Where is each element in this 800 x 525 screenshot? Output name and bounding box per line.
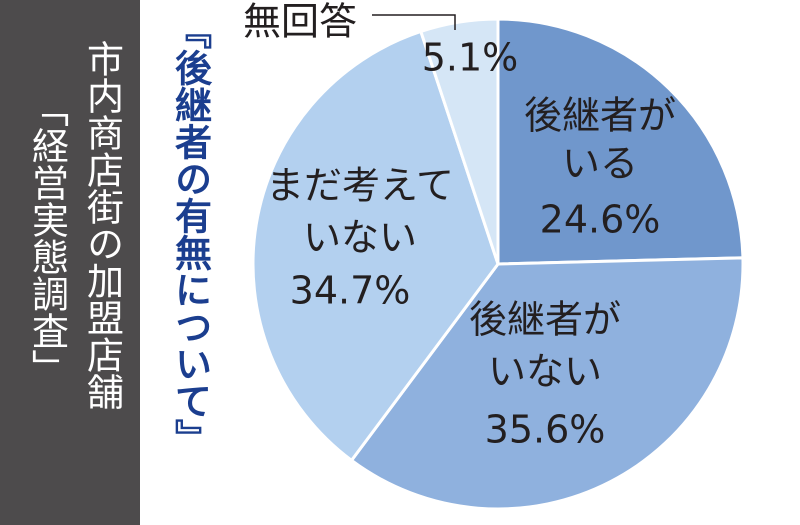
slice-label: 後継者が	[524, 94, 676, 138]
side-caption: 市内商店街の加盟店舗	[81, 40, 125, 410]
chart-title: 『後継者の有無について』	[169, 12, 213, 456]
side-panel	[0, 0, 140, 525]
slice-label: 後継者が	[469, 298, 621, 342]
value-label: 35.6%	[485, 408, 606, 452]
slice-label: いない	[303, 216, 417, 260]
slice-label: いない	[488, 350, 602, 394]
side-caption: 「経営実態調査」	[26, 90, 70, 386]
slice-label: まだ考えて	[266, 164, 454, 208]
pie-slice	[496, 17, 745, 266]
value-label: 34.7%	[290, 269, 411, 313]
pie-slice	[349, 256, 745, 511]
slice-label: 無回答	[243, 0, 357, 44]
leader-line	[372, 14, 456, 30]
value-label: 5.1%	[422, 36, 519, 80]
pie-slice	[418, 17, 500, 265]
pie-slice	[251, 29, 500, 463]
slice-label: いる	[562, 142, 638, 186]
value-label: 24.6%	[540, 198, 661, 242]
